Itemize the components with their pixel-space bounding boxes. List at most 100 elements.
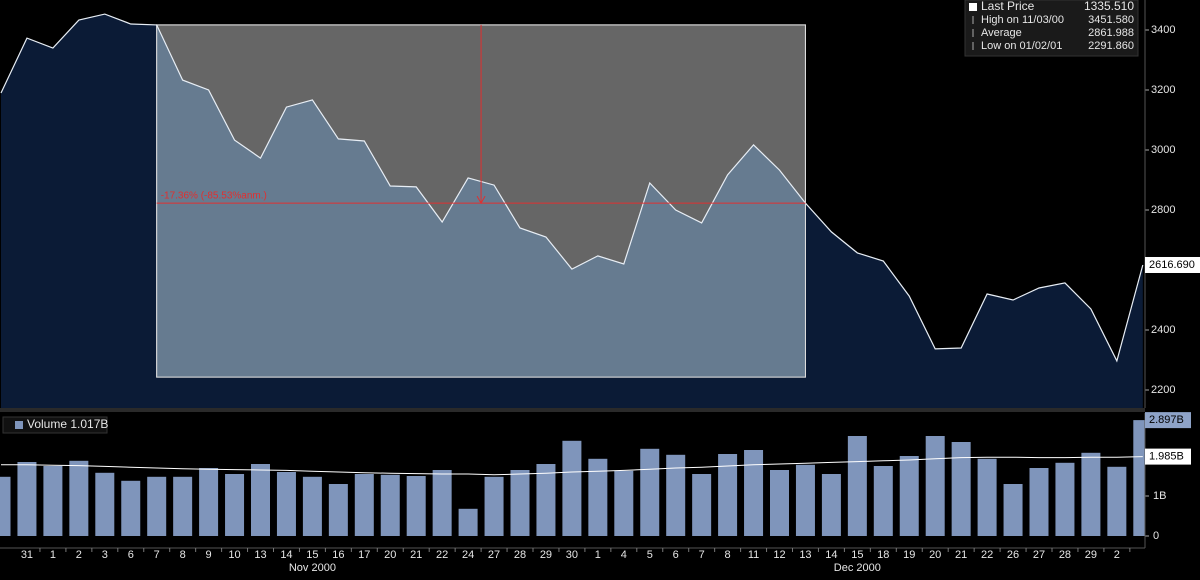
volume-bar: [770, 470, 789, 536]
x-tick-label: 10: [228, 549, 240, 561]
volume-bar: [744, 450, 764, 536]
volume-bar: [847, 436, 867, 536]
x-tick-label: 14: [280, 549, 292, 561]
legend-value: 1335.510: [1084, 0, 1134, 13]
volume-title-box: [2, 416, 108, 434]
x-tick-label: 19: [903, 549, 915, 561]
x-tick-label: 29: [540, 549, 552, 561]
x-tick-label: 8: [725, 549, 731, 561]
volume-bar: [536, 464, 556, 536]
x-tick-label: 13: [799, 549, 811, 561]
volume-bar: [199, 468, 219, 536]
average-volume-box: [1145, 448, 1191, 465]
volume-bar: [380, 474, 400, 536]
volume-bar: [458, 508, 478, 536]
panel-separator: [0, 408, 1145, 412]
volume-bar: [873, 466, 893, 536]
x-tick-label: 8: [180, 549, 186, 561]
x-tick-label: 20: [384, 549, 396, 561]
y-tick-label: 2200: [1151, 384, 1175, 396]
volume-bar: [484, 476, 504, 536]
volume-bar: [276, 472, 296, 536]
x-tick-label: 26: [1007, 549, 1019, 561]
x-tick-label: 1: [595, 549, 601, 561]
x-tick-label: 28: [1059, 549, 1071, 561]
legend-value: 2291.860: [1088, 40, 1134, 52]
x-tick-label: 2: [1114, 549, 1120, 561]
volume-bar: [251, 464, 270, 536]
x-tick-label: 5: [647, 549, 653, 561]
x-tick-label: 27: [1033, 549, 1045, 561]
x-tick-label: 9: [206, 549, 212, 561]
volume-bar: [354, 474, 374, 536]
volume-bar: [432, 470, 452, 536]
x-tick-label: 6: [673, 549, 679, 561]
last-volume-box: [1145, 412, 1191, 429]
x-tick-label: 7: [699, 549, 705, 561]
x-tick-label: 13: [254, 549, 266, 561]
volume-bar: [666, 454, 686, 536]
price-line: [0, 13, 1144, 363]
legend-value: 3451.580: [1088, 14, 1134, 26]
x-tick-label: 1: [50, 549, 56, 561]
x-tick-label: 22: [436, 549, 448, 561]
volume-bar: [173, 476, 193, 536]
volume-bar: [43, 466, 63, 536]
x-tick-label: 14: [825, 549, 837, 561]
legend-label: Low on 01/02/01: [981, 40, 1062, 52]
volume-bar: [1029, 468, 1049, 536]
volume-bar: [614, 470, 634, 536]
volume-bar: [821, 474, 841, 536]
x-tick-label: 20: [929, 549, 941, 561]
x-tick-label: 21: [410, 549, 422, 561]
legend-swatch: [969, 3, 977, 11]
y-tick-label: 2400: [1151, 324, 1175, 336]
month-label: Nov 2000: [289, 562, 336, 574]
x-tick-label: 17: [358, 549, 370, 561]
volume-bar: [0, 476, 11, 536]
volume-bar: [640, 448, 660, 536]
x-tick-label: 15: [306, 549, 318, 561]
volume-bar: [951, 442, 971, 536]
x-tick-label: 22: [981, 549, 993, 561]
x-tick-label: 16: [332, 549, 344, 561]
volume-bar: [302, 476, 322, 536]
x-tick-label: 7: [154, 549, 160, 561]
last-volume-label: 2.897B: [1149, 414, 1184, 426]
x-tick-label: 28: [514, 549, 526, 561]
x-tick-label: 3: [102, 549, 108, 561]
change-label: -17.36% (-85.53%anm.): [161, 191, 267, 202]
volume-bar: [718, 454, 738, 536]
volume-average: [1, 456, 1143, 476]
y-tick-label: 0: [1153, 530, 1159, 542]
legend-box: [964, 0, 1139, 57]
x-tick-label: 18: [877, 549, 889, 561]
volume-bar: [328, 484, 348, 536]
x-tick-label: 4: [621, 549, 627, 561]
volume-bar: [795, 464, 815, 536]
y-tick-label: 1B: [1153, 490, 1166, 502]
last-price-label: 2616.690: [1149, 259, 1195, 271]
last-price-box: [1145, 256, 1200, 273]
volume-swatch: [15, 421, 23, 429]
y-tick-label: 3200: [1151, 84, 1175, 96]
volume-bar: [17, 462, 37, 536]
x-tick-label: 24: [462, 549, 474, 561]
volume-bar: [1133, 420, 1145, 536]
volume-bar: [1003, 484, 1023, 536]
volume-bar: [1055, 462, 1075, 536]
legend-label: Average: [981, 27, 1022, 39]
volume-bar: [925, 436, 945, 536]
x-tick-label: 11: [748, 549, 759, 561]
x-tick-label: 31: [21, 549, 33, 561]
volume-bar: [562, 440, 582, 536]
x-tick-label: 15: [851, 549, 863, 561]
x-tick-label: 21: [955, 549, 967, 561]
y-tick-label: 3000: [1151, 144, 1175, 156]
y-tick-label: 3400: [1151, 24, 1175, 36]
volume-bar: [1107, 466, 1127, 536]
volume-bar: [121, 480, 141, 536]
volume-bar: [147, 476, 167, 536]
legend-label: Last Price: [981, 0, 1035, 13]
